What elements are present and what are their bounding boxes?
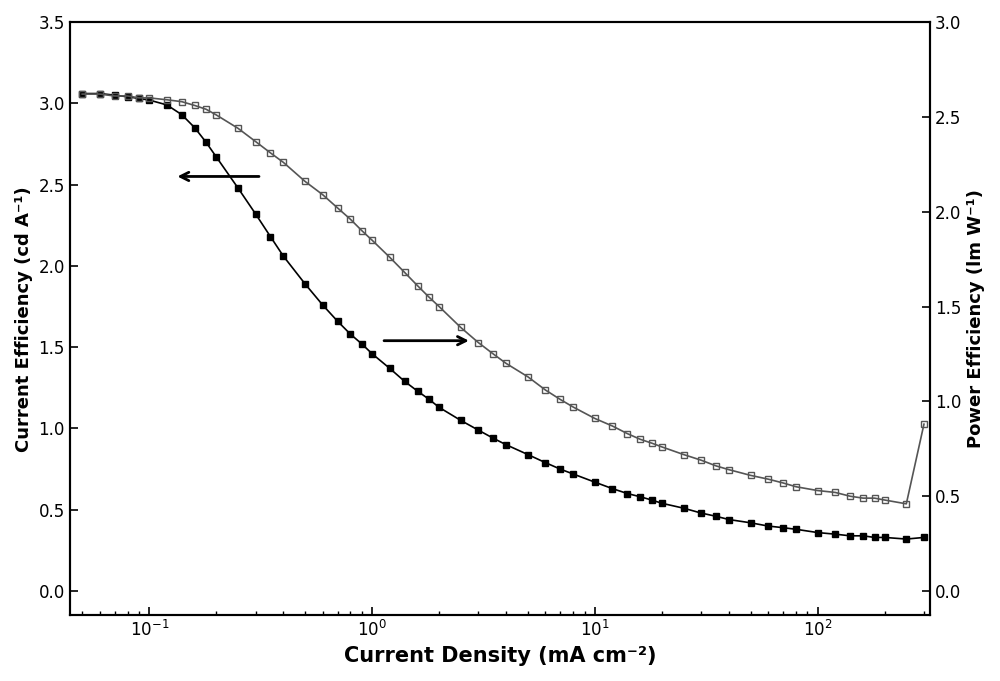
Y-axis label: Current Efficiency (cd A⁻¹): Current Efficiency (cd A⁻¹) [15, 186, 33, 452]
X-axis label: Current Density (mA cm⁻²): Current Density (mA cm⁻²) [344, 646, 656, 666]
Y-axis label: Power Efficiency (lm W⁻¹): Power Efficiency (lm W⁻¹) [967, 189, 985, 448]
